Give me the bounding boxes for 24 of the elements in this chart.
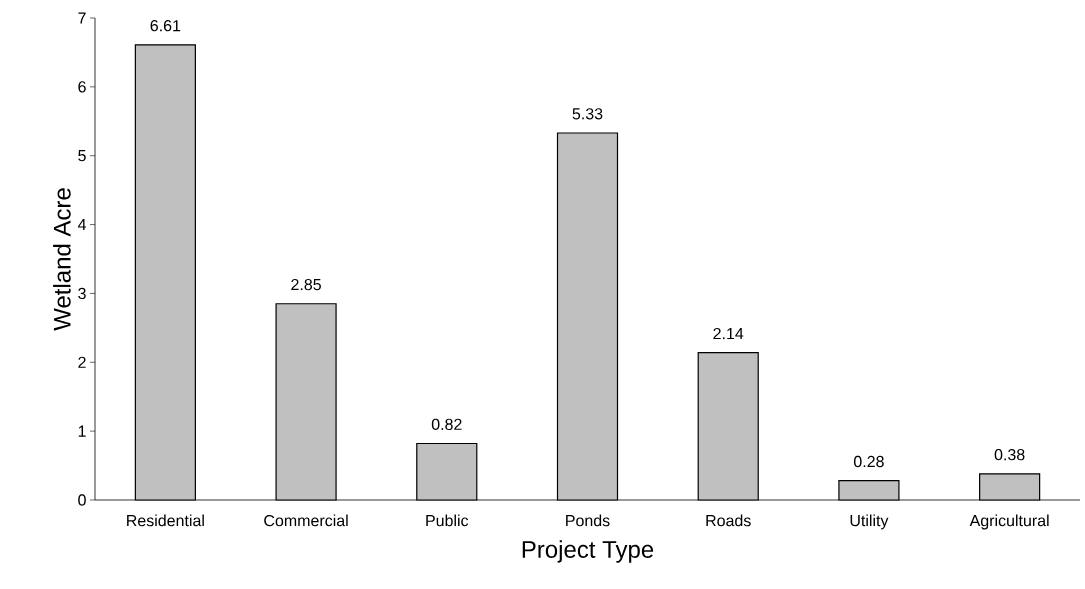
x-axis-title: Project Type [522, 540, 654, 563]
data-label: 6.61 [150, 19, 181, 32]
data-label: 2.85 [291, 278, 321, 291]
y-tick-label: 0 [78, 494, 86, 506]
x-tick-label: Roads [706, 514, 751, 527]
data-label: 2.14 [713, 327, 744, 340]
y-tick-label: 1 [78, 425, 86, 437]
y-tick-label: 3 [78, 287, 86, 300]
y-axis-title: Wetland Acre [53, 188, 71, 331]
y-tick-label: 2 [78, 356, 86, 368]
data-label: 0.28 [853, 455, 884, 468]
y-tick-label: 5 [78, 150, 86, 162]
x-tick-label: Public [426, 514, 469, 527]
x-tick-label: Utility [850, 514, 889, 530]
x-tick-label: Commercial [264, 514, 348, 527]
y-tick-label: 6 [78, 81, 86, 93]
y-tick-label: 7 [78, 12, 86, 24]
x-tick-label: Residential [127, 514, 204, 527]
data-label: 0.82 [431, 418, 462, 430]
y-tick-label: 4 [77, 219, 86, 231]
x-tick-label: Ponds [566, 514, 610, 527]
x-tick-label: Agricultural [969, 514, 1049, 530]
data-label: 5.33 [572, 108, 603, 120]
data-label: 0.38 [994, 448, 1025, 461]
